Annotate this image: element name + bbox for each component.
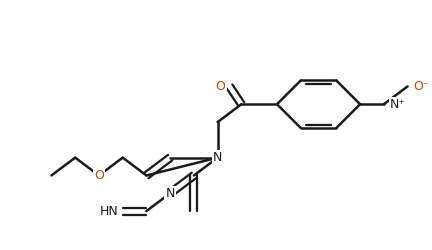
Text: O⁻: O⁻ [413, 80, 430, 93]
Text: O: O [94, 169, 104, 182]
Text: O: O [216, 80, 226, 93]
Text: N: N [213, 151, 222, 164]
Text: N: N [165, 187, 175, 200]
Text: N⁺: N⁺ [390, 98, 406, 111]
Text: HN: HN [100, 204, 119, 218]
